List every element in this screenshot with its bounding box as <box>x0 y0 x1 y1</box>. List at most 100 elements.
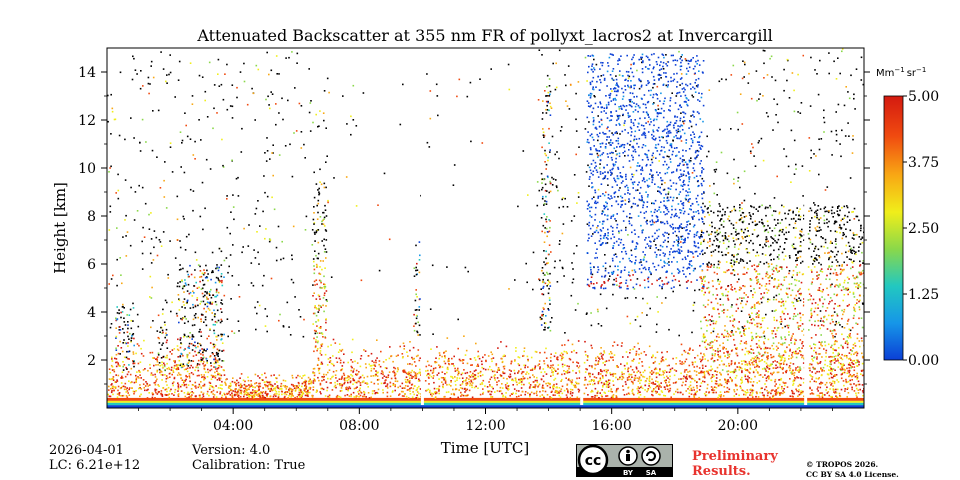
aerosol-pixel <box>736 384 738 387</box>
cloud-pixel <box>122 369 125 371</box>
noise-pixel <box>121 282 123 285</box>
noise-pixel <box>551 176 553 179</box>
aerosol-pixel <box>832 388 835 390</box>
aerosol-pixel <box>438 385 441 388</box>
aerosol-pixel <box>826 386 828 389</box>
noise-pixel <box>208 61 211 64</box>
noise-pixel <box>458 78 461 81</box>
aerosol-pixel <box>321 387 323 390</box>
aerosol-pixel <box>364 350 367 352</box>
cloud-pixel <box>323 251 326 253</box>
noise-pixel <box>388 238 391 241</box>
aerosol-pixel <box>758 360 761 363</box>
aerosol-pixel <box>593 382 596 385</box>
aerosol-pixel <box>275 395 277 397</box>
noise-pixel <box>556 186 558 189</box>
aerosol-pixel <box>159 364 161 367</box>
cloud-pixel <box>204 294 206 297</box>
aerosol-pixel <box>511 393 514 395</box>
noise-pixel <box>156 330 159 332</box>
aerosol-pixel <box>748 351 751 353</box>
aerosol-pixel <box>362 380 365 382</box>
cloud-pixel <box>220 308 222 310</box>
noise-pixel <box>681 227 683 229</box>
cloud-pixel <box>194 305 197 308</box>
aerosol-pixel <box>427 388 430 391</box>
noise-pixel <box>110 323 113 325</box>
noise-pixel <box>608 278 610 280</box>
noise-pixel <box>536 181 539 183</box>
aerosol-pixel <box>684 351 687 353</box>
aerosol-pixel <box>710 365 712 368</box>
cloud-pixel <box>191 295 194 297</box>
noise-pixel <box>291 51 293 53</box>
aerosol-pixel <box>414 377 417 380</box>
noise-pixel <box>149 296 151 298</box>
noise-pixel <box>565 100 567 102</box>
aerosol-pixel <box>608 353 611 355</box>
aerosol-pixel <box>568 365 570 368</box>
aerosol-pixel <box>304 381 307 383</box>
aerosol-pixel <box>110 378 112 381</box>
aerosol-pixel <box>259 392 261 394</box>
aerosol-pixel <box>277 395 280 398</box>
cloud-pixel <box>203 348 205 351</box>
aerosol-pixel <box>777 387 779 390</box>
aerosol-pixel <box>846 388 849 390</box>
aerosol-pixel <box>822 393 824 396</box>
noise-pixel <box>156 254 159 257</box>
noise-pixel <box>762 95 764 97</box>
aerosol-pixel <box>680 378 682 380</box>
cloud-pixel <box>321 287 323 289</box>
noise-pixel <box>109 211 112 213</box>
aerosol-pixel <box>462 381 464 383</box>
cloud-pixel <box>186 290 189 292</box>
noise-pixel <box>552 178 555 180</box>
aerosol-pixel <box>248 396 250 398</box>
aerosol-pixel <box>562 356 565 359</box>
aerosol-pixel <box>502 395 504 398</box>
aerosol-pixel <box>386 385 389 387</box>
cloud-pixel <box>415 289 417 291</box>
noise-pixel <box>138 184 140 187</box>
cloud-pixel <box>323 244 325 247</box>
cloud-pixel <box>214 313 216 315</box>
aerosol-pixel <box>592 383 594 386</box>
noise-pixel <box>213 84 216 86</box>
aerosol-pixel <box>135 352 137 355</box>
aerosol-pixel <box>356 373 359 375</box>
aerosol-pixel <box>537 364 539 367</box>
aerosol-pixel <box>228 390 231 393</box>
noise-pixel <box>702 202 704 205</box>
noise-pixel <box>573 174 576 176</box>
aerosol-pixel <box>339 362 342 364</box>
noise-pixel <box>264 191 266 194</box>
aerosol-pixel <box>498 369 501 371</box>
noise-pixel <box>600 75 603 77</box>
cloud-pixel <box>197 264 200 266</box>
cloud-pixel <box>319 216 322 218</box>
aerosol-pixel <box>663 386 666 388</box>
noise-pixel <box>720 78 723 80</box>
cloud-pixel <box>212 353 214 355</box>
aerosol-pixel <box>492 387 494 390</box>
aerosol-pixel <box>519 378 522 380</box>
aerosol-pixel <box>317 369 320 372</box>
aerosol-pixel <box>403 387 405 389</box>
cloud-pixel <box>187 362 190 364</box>
aerosol-pixel <box>729 371 732 373</box>
aerosol-pixel <box>464 372 467 375</box>
aerosol-pixel <box>475 377 477 380</box>
aerosol-pixel <box>217 367 220 369</box>
aerosol-pixel <box>780 367 783 370</box>
aerosol-pixel <box>187 391 189 394</box>
aerosol-pixel <box>112 376 115 378</box>
aerosol-pixel <box>155 358 157 360</box>
cloud-pixel <box>118 365 121 367</box>
aerosol-pixel <box>357 391 359 393</box>
aerosol-pixel <box>531 386 534 388</box>
noise-pixel <box>551 135 554 138</box>
aerosol-pixel <box>305 387 307 390</box>
aerosol-pixel <box>299 389 302 391</box>
cloud-pixel <box>540 217 543 219</box>
